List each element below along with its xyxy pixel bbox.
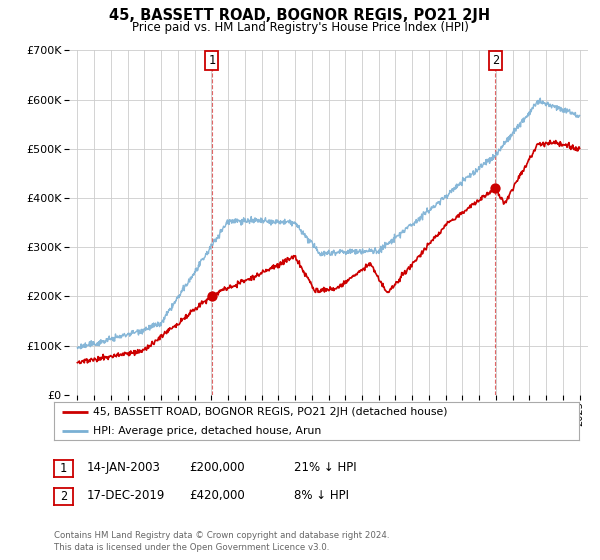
Text: 17-DEC-2019: 17-DEC-2019: [87, 489, 166, 502]
Text: HPI: Average price, detached house, Arun: HPI: Average price, detached house, Arun: [94, 426, 322, 436]
Text: 1: 1: [60, 461, 67, 475]
Text: 14-JAN-2003: 14-JAN-2003: [87, 461, 161, 474]
Text: £420,000: £420,000: [189, 489, 245, 502]
Text: Contains HM Land Registry data © Crown copyright and database right 2024.: Contains HM Land Registry data © Crown c…: [54, 531, 389, 540]
Text: Price paid vs. HM Land Registry's House Price Index (HPI): Price paid vs. HM Land Registry's House …: [131, 21, 469, 34]
Point: [490, 184, 500, 193]
Text: 2: 2: [60, 489, 67, 503]
Point: [207, 292, 217, 301]
Text: 8% ↓ HPI: 8% ↓ HPI: [294, 489, 349, 502]
Text: 1: 1: [208, 54, 215, 67]
Text: This data is licensed under the Open Government Licence v3.0.: This data is licensed under the Open Gov…: [54, 543, 329, 552]
Text: 45, BASSETT ROAD, BOGNOR REGIS, PO21 2JH: 45, BASSETT ROAD, BOGNOR REGIS, PO21 2JH: [109, 8, 491, 24]
Text: 45, BASSETT ROAD, BOGNOR REGIS, PO21 2JH (detached house): 45, BASSETT ROAD, BOGNOR REGIS, PO21 2JH…: [94, 407, 448, 417]
Text: 2: 2: [491, 54, 499, 67]
Text: 21% ↓ HPI: 21% ↓ HPI: [294, 461, 356, 474]
Text: £200,000: £200,000: [189, 461, 245, 474]
